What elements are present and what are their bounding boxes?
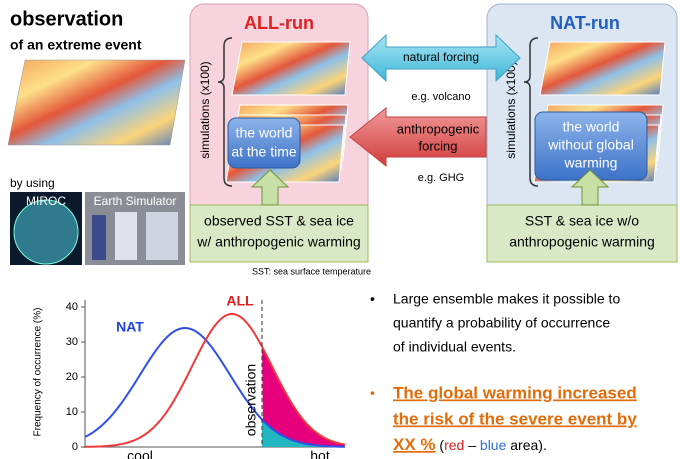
conclusion-line: the risk of the severe event by [393,409,637,428]
tool-label: Earth Simulator [94,194,177,208]
conclusion-line: The global warming increased [393,383,637,402]
bullet: • [370,291,375,307]
tool-label: MIROC [26,194,66,208]
observation-subtitle: of an extreme event [10,37,142,53]
chart: Frequency of occurrence (%) observation … [33,293,345,459]
world-text: without global [547,137,634,153]
rack [115,212,137,260]
bullet: • [370,385,375,401]
y-tick-label: 30 [66,336,78,348]
aside: area). [506,437,546,453]
observation-title: observation [10,8,123,30]
nat-label: NAT [116,319,144,335]
y-tick-label: 20 [66,371,78,383]
all-run-title: ALL-run [244,13,314,33]
footnote: SST: sea surface temperature [252,266,371,276]
aside-red: red [444,437,464,453]
y-tick-label: 0 [72,441,78,453]
forcing-label: anthropogenic [397,121,480,136]
note-line: quantify a probability of occurrence [393,315,610,331]
note-line: Large ensemble makes it possible to [393,291,620,307]
diagram: observation of an extreme event by using… [0,0,680,459]
axis-label: simulations (x100) [198,61,212,158]
boundary-text: anthropogenic warming [509,234,655,250]
x-label: cool [127,448,153,459]
forcing-label: natural forcing [403,50,479,64]
page: {"observation":{"title":"observation","s… [0,0,680,459]
note-line: of individual events. [393,339,516,355]
anthropogenic-arrow [350,108,486,166]
boundary-text: SST & sea ice w/o [525,213,639,229]
conclusion-value: XX % [393,435,436,454]
conclusion-line: XX % (red – blue area). [393,435,547,454]
rack [92,215,106,260]
all-label: ALL [226,293,254,309]
boundary-text: w/ anthropogenic warming [196,234,360,250]
rack [146,212,178,260]
world-text: at the time [231,144,297,160]
forcing-example: e.g. volcano [411,91,470,103]
axis-label: simulations (x100) [504,61,518,158]
observation-label: observation [243,364,259,436]
aside: – [464,437,480,453]
nat-run-title: NAT-run [550,13,620,33]
aside: ( [436,437,445,453]
y-axis-label: Frequency of occurrence (%) [33,308,44,437]
world-text: warming [564,155,618,171]
y-tick-label: 40 [66,301,78,313]
aside-blue: blue [480,437,507,453]
forcing-example: e.g. GHG [418,172,464,184]
world-text: the world [236,125,293,141]
y-tick-label: 10 [66,406,78,418]
observed-map [8,60,185,145]
world-text: the world [563,119,620,135]
forcing-label: forcing [418,138,457,153]
globe [14,200,78,264]
boundary-text: observed SST & sea ice [204,213,354,229]
x-label: hot [310,448,330,459]
tools-label: by using [10,176,55,190]
